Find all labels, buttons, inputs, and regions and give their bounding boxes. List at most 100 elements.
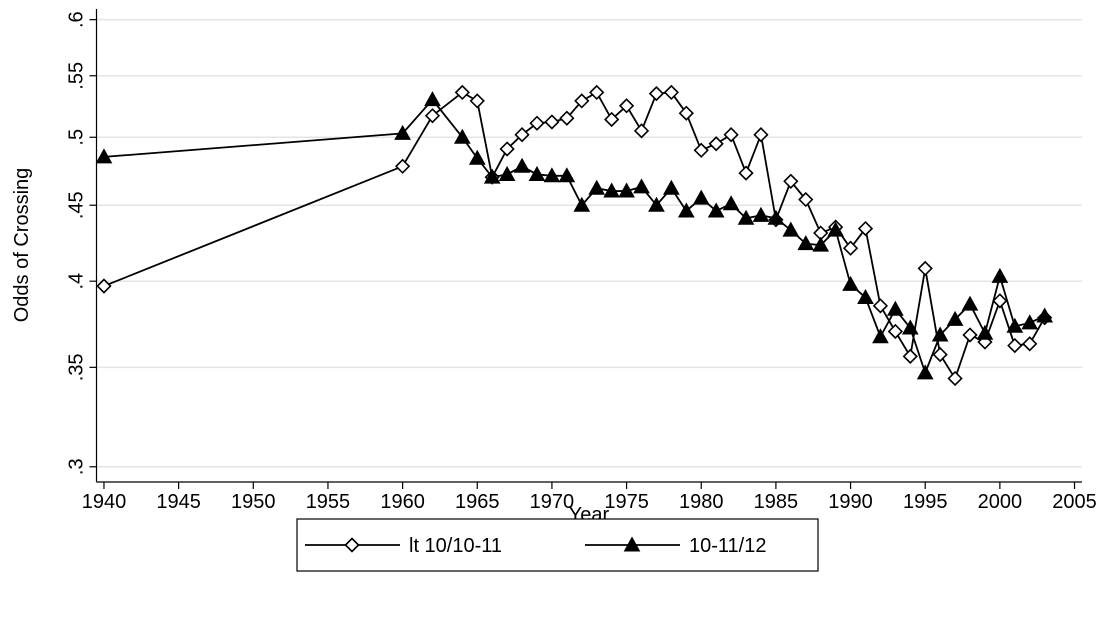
x-tick-label: 1945 [156, 491, 201, 513]
x-tick-label: 1980 [679, 491, 724, 513]
marker-diamond [753, 127, 769, 143]
marker-triangle [677, 202, 695, 218]
marker-triangle [991, 267, 1009, 283]
marker-triangle [857, 289, 874, 305]
marker-triangle [946, 310, 964, 326]
marker-triangle [782, 221, 800, 237]
marker-triangle [961, 295, 979, 311]
marker-triangle [483, 168, 501, 184]
marker-triangle [498, 165, 516, 181]
marker-diamond [947, 370, 963, 387]
marker-triangle [394, 124, 411, 140]
marker-triangle [603, 182, 620, 198]
marker-triangle [767, 209, 785, 225]
marker-triangle [1036, 307, 1054, 323]
marker-diamond [992, 293, 1008, 309]
legend-label: 10-11/12 [689, 535, 766, 557]
marker-triangle [633, 178, 650, 194]
y-tick-label: .35 [66, 353, 88, 381]
marker-triangle [916, 364, 934, 380]
x-tick-label: 1955 [306, 491, 351, 513]
marker-triangle [812, 236, 830, 252]
marker-diamond [454, 84, 470, 101]
marker-triangle [722, 195, 740, 211]
y-axis-title: Odds of Crossing [11, 168, 33, 323]
marker-triangle [752, 206, 770, 222]
x-tick-label: 1950 [231, 491, 276, 513]
marker-diamond [344, 537, 360, 553]
marker-diamond [917, 260, 933, 277]
marker-diamond [499, 141, 515, 157]
marker-triangle [976, 324, 994, 340]
marker-triangle [543, 167, 561, 183]
marker-diamond [857, 220, 874, 237]
marker-diamond [469, 93, 485, 109]
marker-diamond [693, 142, 709, 158]
marker-triangle [797, 235, 815, 251]
y-tick-label: .55 [66, 62, 88, 90]
y-tick-label: .5 [66, 129, 88, 146]
marker-diamond [544, 114, 560, 130]
x-tick-label: 1995 [903, 491, 948, 513]
marker-triangle [872, 328, 889, 344]
x-tick-label: 2000 [978, 491, 1023, 513]
marker-diamond [589, 84, 605, 101]
marker-triangle [887, 300, 904, 316]
y-tick-label: .45 [66, 191, 88, 219]
marker-diamond [723, 127, 739, 143]
legend-label: lt 10/10-11 [409, 535, 502, 557]
x-tick-label: 2005 [1052, 491, 1097, 513]
marker-diamond [798, 191, 814, 208]
marker-triangle [623, 536, 641, 552]
x-tick-label: 1965 [455, 491, 500, 513]
marker-diamond [96, 278, 112, 294]
x-tick-label: 1940 [82, 491, 127, 513]
marker-triangle [648, 196, 665, 212]
marker-diamond [633, 123, 650, 139]
x-tick-label: 1975 [604, 491, 649, 513]
marker-triangle [468, 149, 486, 165]
y-tick-label: .4 [66, 273, 88, 290]
marker-diamond [783, 173, 799, 189]
marker-triangle [692, 189, 710, 205]
marker-diamond [678, 105, 694, 121]
y-tick-label: .3 [66, 458, 88, 475]
marker-triangle [901, 319, 919, 335]
marker-triangle [424, 91, 441, 107]
marker-triangle [737, 209, 755, 225]
y-tick-label: .6 [66, 11, 88, 28]
marker-triangle [827, 221, 844, 237]
marker-diamond [663, 84, 680, 101]
marker-diamond [902, 348, 918, 365]
marker-diamond [1022, 336, 1038, 352]
marker-diamond [648, 85, 665, 102]
marker-triangle [95, 148, 113, 164]
marker-triangle [707, 202, 725, 218]
marker-triangle [558, 167, 576, 183]
marker-triangle [663, 179, 680, 195]
marker-diamond [618, 98, 635, 114]
marker-triangle [842, 275, 859, 291]
marker-diamond [872, 298, 889, 314]
marker-diamond [424, 108, 441, 124]
marker-diamond [738, 165, 754, 181]
marker-triangle [618, 182, 635, 198]
marker-diamond [842, 240, 859, 256]
marker-diamond [708, 136, 724, 152]
x-tick-label: 1990 [828, 491, 873, 513]
x-tick-label: 1970 [530, 491, 575, 513]
marker-diamond [514, 127, 530, 143]
marker-triangle [1006, 317, 1024, 333]
marker-triangle [573, 196, 591, 212]
marker-diamond [574, 93, 590, 109]
x-tick-label: 1985 [754, 491, 799, 513]
marker-diamond [962, 327, 978, 343]
x-tick-label: 1960 [380, 491, 425, 513]
marker-triangle [528, 165, 546, 181]
marker-triangle [588, 179, 606, 195]
marker-triangle [931, 326, 949, 342]
marker-diamond [604, 111, 620, 128]
marker-diamond [1007, 337, 1023, 354]
